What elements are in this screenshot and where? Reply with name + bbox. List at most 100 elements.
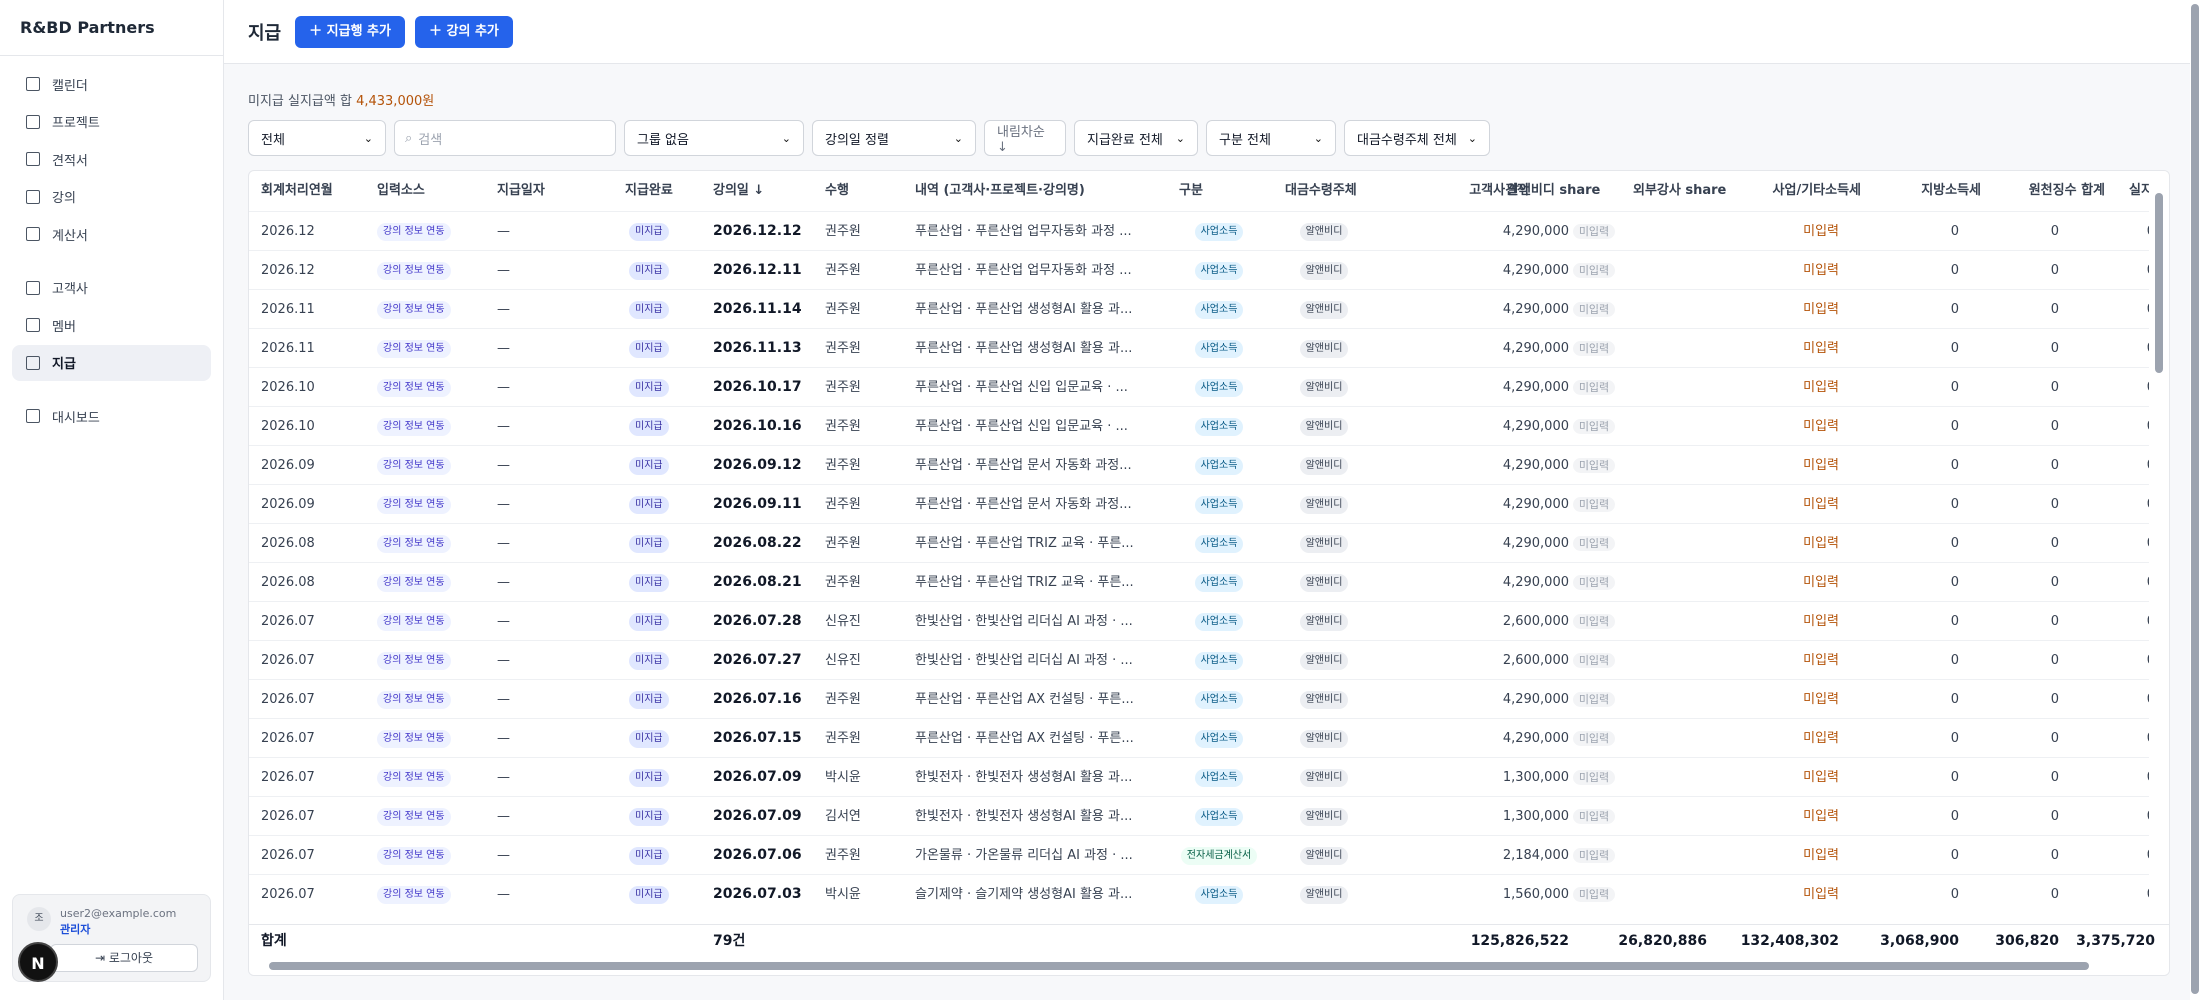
sidebar-item-2[interactable]: 견적서 (12, 141, 211, 177)
cell-biz-tax: 0 (1950, 575, 1959, 590)
receiver-badge: 알앤비디 (1299, 378, 1349, 397)
cell-quote: 4,290,000 (1502, 497, 1569, 512)
table-row[interactable]: 2026.09 강의 정보 연동 — 미지급 2026.09.12 권주원 푸른산업 · 푸… (249, 445, 2155, 484)
sort-order-button[interactable]: 내림차순 ↓ (984, 120, 1066, 156)
cell-period: 2026.07 (261, 848, 315, 863)
scope-select[interactable]: 전체 ⌄ (248, 120, 386, 156)
column-header[interactable]: 외부강사 share (1633, 183, 1727, 198)
column-header[interactable]: 수행 (825, 183, 849, 198)
table-row[interactable]: 2026.07 강의 정보 연동 — 미지급 2026.07.09 박시윤 한빛전자 · 한… (249, 757, 2155, 796)
column-header[interactable]: 입력소스 (377, 183, 425, 198)
sidebar-item-6[interactable]: 멤버 (12, 307, 211, 343)
sidebar-item-7[interactable]: 지급 (12, 344, 211, 381)
source-badge: 강의 정보 연동 (377, 495, 451, 514)
paid-status-badge: 미지급 (629, 651, 669, 670)
cell-biz-tax: 0 (1950, 731, 1959, 746)
table-row[interactable]: 2026.07 강의 정보 연동 — 미지급 2026.07.06 권주원 가온물류 · 가… (249, 835, 2155, 874)
column-header[interactable]: 대금수령주체 (1285, 183, 1357, 198)
table-row[interactable]: 2026.11 강의 정보 연동 — 미지급 2026.11.14 권주원 푸른산업 · 푸… (249, 289, 2155, 328)
table-row[interactable]: 2026.12 강의 정보 연동 — 미지급 2026.12.11 권주원 푸른산업 · 푸… (249, 250, 2155, 289)
table-row[interactable]: 2026.10 강의 정보 연동 — 미지급 2026.10.16 권주원 푸른산업 · 푸… (249, 406, 2155, 445)
table-row[interactable]: 2026.07 강의 정보 연동 — 미지급 2026.07.03 박시윤 슬기제약 · 슬… (249, 874, 2155, 913)
receiver-badge: 알앤비디 (1299, 222, 1349, 241)
horizontal-scroll-thumb[interactable] (269, 962, 2089, 970)
sidebar-item-label: 대시보드 (52, 410, 100, 426)
dashboard-icon (26, 409, 40, 423)
cell-lecture-date: 2026.07.15 (713, 730, 802, 746)
table-row[interactable]: 2026.09 강의 정보 연동 — 미지급 2026.09.11 권주원 푸른산업 · 푸… (249, 484, 2155, 523)
sidebar-item-8[interactable]: 대시보드 (12, 398, 211, 434)
column-header[interactable]: 원천징수 합계 (2028, 183, 2105, 198)
table-row[interactable]: 2026.08 강의 정보 연동 — 미지급 2026.08.21 권주원 푸른산업 · 푸… (249, 562, 2155, 601)
table-row[interactable]: 2026.07 강의 정보 연동 — 미지급 2026.07.28 신유진 한빛산업 · 한… (249, 601, 2155, 640)
table-row[interactable]: 2026.07 강의 정보 연동 — 미지급 2026.07.16 권주원 푸른산업 · 푸… (249, 679, 2155, 719)
cell-period: 2026.08 (261, 575, 315, 590)
column-header[interactable]: 실지 (2129, 183, 2153, 198)
group-select[interactable]: 그룹 없음 ⌄ (624, 120, 804, 156)
logout-button[interactable]: ⇥ 로그아웃 (50, 944, 198, 972)
receiver-badge: 알앤비디 (1299, 690, 1349, 709)
cell-description: 푸른산업 · 푸른산업 생성형AI 활용 과... (915, 341, 1133, 356)
cell-description: 푸른산업 · 푸른산업 문서 자동화 과정... (915, 458, 1132, 473)
cell-paid-status: 미지급 (629, 680, 669, 719)
column-header[interactable]: 내역 (고객사·프로젝트·강의명) (915, 183, 1085, 198)
column-header[interactable]: 고객사견적 (1469, 183, 1529, 198)
cell-performer: 권주원 (825, 224, 861, 239)
next-devtools-badge[interactable]: N (18, 942, 58, 982)
receiver-badge: 알앤비디 (1299, 261, 1349, 280)
cell-lecture-date: 2026.10.16 (713, 418, 802, 434)
category-badge: 사업소득 (1194, 807, 1244, 826)
page-scroll-thumb[interactable] (2191, 4, 2199, 994)
column-header[interactable]: 지급일자 (497, 183, 545, 198)
cell-quote: 4,290,000 (1502, 341, 1569, 356)
column-header[interactable]: 구분 (1179, 183, 1203, 198)
cell-source: 강의 정보 연동 (377, 212, 451, 251)
table-row[interactable]: 2026.12 강의 정보 연동 — 미지급 2026.12.12 권주원 푸른산업 · 푸… (249, 211, 2155, 251)
page-scrollbar[interactable] (2190, 0, 2200, 1000)
horizontal-scrollbar[interactable] (249, 956, 2169, 975)
search-input[interactable]: ⌕ 검색 (394, 120, 616, 156)
column-header[interactable]: 지급완료 (625, 183, 673, 198)
cell-description: 푸른산업 · 푸른산업 문서 자동화 과정... (915, 497, 1132, 512)
table-row[interactable]: 2026.07 강의 정보 연동 — 미지급 2026.07.15 권주원 푸른산업 · 푸… (249, 718, 2155, 757)
cell-source: 강의 정보 연동 (377, 641, 451, 680)
add-payment-button[interactable]: ＋ 지급행 추가 (295, 15, 405, 48)
cell-description: 푸른산업 · 푸른산업 TRIZ 교육 · 푸른... (915, 575, 1134, 590)
column-header[interactable]: 사업/기타소득세 (1772, 183, 1861, 198)
cell-withhold: 0 (2065, 875, 2155, 914)
vertical-scrollbar[interactable] (2149, 171, 2169, 924)
table-row[interactable]: 2026.10 강의 정보 연동 — 미지급 2026.10.17 권주원 푸른산업 · 푸… (249, 367, 2155, 406)
table-row[interactable]: 2026.11 강의 정보 연동 — 미지급 2026.11.13 권주원 푸른산업 · 푸… (249, 328, 2155, 367)
rnbd-share-badge: 미입력 (1572, 770, 1616, 785)
cell-receiver: 알앤비디 (1279, 680, 1369, 719)
sidebar-item-3[interactable]: 강의 (12, 179, 211, 215)
sidebar-item-1[interactable]: 프로젝트 (12, 104, 211, 140)
user-box: 조 user2@example.com 관리자 ⇥ 로그아웃 (12, 894, 211, 982)
vertical-scroll-thumb[interactable] (2155, 193, 2163, 373)
rnbd-share-badge: 미입력 (1572, 731, 1616, 746)
receiver-select[interactable]: 대금수령주체 전체 ⌄ (1344, 120, 1490, 156)
cell-lecture-date: 2026.07.06 (713, 847, 802, 863)
sidebar-item-label: 지급 (52, 357, 76, 372)
paid-select[interactable]: 지급완료 전체 ⌄ (1074, 120, 1198, 156)
table-row[interactable]: 2026.07 강의 정보 연동 — 미지급 2026.07.09 김서연 한빛전자 · 한… (249, 796, 2155, 835)
cell-lecture-date: 2026.10.17 (713, 379, 802, 395)
column-header[interactable]: 지방소득세 (1921, 183, 1981, 198)
paid-status-badge: 미지급 (629, 846, 669, 865)
sidebar-item-4[interactable]: 계산서 (12, 216, 211, 252)
category-select[interactable]: 구분 전체 ⌄ (1206, 120, 1336, 156)
add-lecture-button[interactable]: ＋ 강의 추가 (414, 15, 513, 48)
scope-value: 전체 (261, 132, 285, 148)
column-header[interactable]: 강의일 ↓ (713, 183, 765, 198)
chevron-down-icon: ⌄ (781, 131, 791, 145)
cell-category: 사업소득 (1165, 212, 1273, 251)
column-header[interactable]: 회계처리연월 (261, 183, 333, 198)
table-row[interactable]: 2026.08 강의 정보 연동 — 미지급 2026.08.22 권주원 푸른산업 · 푸… (249, 523, 2155, 562)
column-header[interactable]: 알앤비디 share (1507, 183, 1601, 198)
sidebar-item-0[interactable]: 캘린더 (12, 66, 211, 102)
cell-quote: 4,290,000 (1502, 575, 1569, 590)
sort-select[interactable]: 강의일 정렬 ⌄ (812, 120, 976, 156)
table-row[interactable]: 2026.07 강의 정보 연동 — 미지급 2026.07.27 신유진 한빛산업 · 한… (249, 640, 2155, 680)
rnbd-share-badge: 미입력 (1572, 692, 1616, 707)
sidebar-item-5[interactable]: 고객사 (12, 270, 211, 306)
